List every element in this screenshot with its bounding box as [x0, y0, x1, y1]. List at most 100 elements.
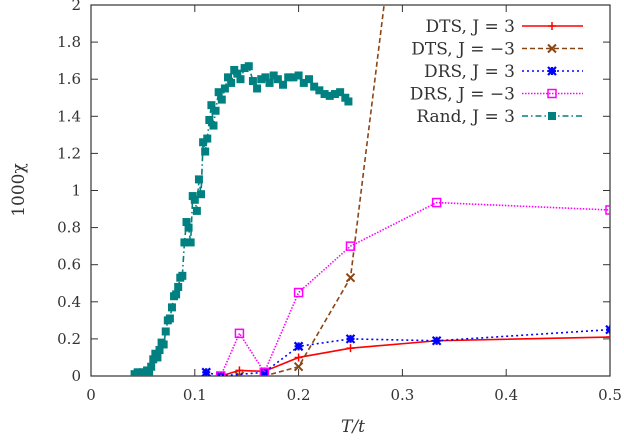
data-point [236, 75, 245, 84]
data-point [336, 88, 345, 97]
data-point [284, 73, 293, 82]
data-point [220, 84, 229, 93]
legend-marker [547, 88, 557, 99]
data-point [261, 73, 270, 82]
data-point [227, 78, 236, 87]
x-tick-label: 0.2 [287, 386, 311, 404]
series-line [239, 5, 385, 376]
data-point [253, 84, 262, 93]
data-point [279, 80, 288, 89]
data-point [233, 69, 242, 78]
data-point [431, 197, 442, 208]
legend-marker [548, 112, 556, 120]
data-point [216, 371, 226, 376]
data-point [203, 134, 212, 143]
y-tick-label: 0.4 [57, 293, 81, 311]
data-point [234, 328, 245, 339]
data-point [172, 290, 181, 299]
series-line [220, 201, 610, 376]
data-point [214, 88, 223, 97]
series-line [220, 336, 610, 376]
data-point [345, 272, 356, 283]
data-point [182, 218, 191, 227]
data-point [159, 340, 168, 349]
data-point [190, 195, 199, 204]
data-point [199, 138, 208, 147]
data-point [259, 367, 270, 376]
data-point [155, 346, 164, 355]
data-point [293, 287, 304, 298]
data-point [209, 121, 218, 130]
data-point [205, 116, 214, 125]
data-point [234, 371, 245, 376]
y-tick-label: 1.6 [57, 70, 81, 88]
data-point [201, 367, 211, 376]
legend-label: Rand, J = 3 [416, 107, 515, 127]
data-point [244, 62, 253, 71]
legend-label: DTS, J = 3 [426, 17, 516, 37]
data-point [165, 314, 174, 323]
legend-marker [547, 43, 557, 54]
y-tick-label: 0.6 [57, 256, 81, 274]
legend-label: DRS, J = −3 [410, 85, 515, 105]
data-point [265, 78, 274, 87]
data-point [240, 64, 249, 73]
legend-marker [547, 66, 557, 76]
data-point [248, 77, 257, 86]
x-axis-label: T/t [341, 417, 365, 437]
series-1 [234, 5, 385, 376]
y-tick-label: 1.4 [57, 107, 81, 125]
data-point [293, 341, 304, 352]
data-point [330, 90, 339, 99]
x-tick-label: 0.3 [390, 386, 414, 404]
data-point [304, 75, 313, 84]
data-point [605, 205, 610, 215]
data-point [310, 82, 319, 91]
data-point [289, 73, 298, 82]
data-point [161, 327, 170, 336]
legend-marker [548, 22, 556, 30]
y-tick-label: 0.2 [57, 330, 81, 348]
data-point [147, 362, 156, 371]
y-axis-label: 1000χ [9, 163, 29, 217]
data-point [293, 362, 304, 372]
data-point [145, 368, 154, 376]
data-point [345, 334, 356, 344]
x-tick-label: 0.4 [494, 386, 518, 404]
data-point [269, 71, 278, 80]
y-tick-label: 2 [71, 0, 81, 14]
data-point [192, 206, 201, 215]
data-point [320, 90, 329, 99]
data-point [207, 101, 216, 110]
data-point [325, 91, 334, 100]
data-point [211, 106, 220, 115]
x-tick-label: 0 [86, 386, 96, 404]
data-point [186, 238, 195, 247]
data-point [149, 355, 158, 364]
series-4 [130, 62, 353, 376]
data-point [167, 303, 176, 312]
y-tick-label: 0.8 [57, 219, 81, 237]
data-point [180, 238, 189, 247]
x-tick-label: 0.1 [183, 386, 207, 404]
data-point [184, 223, 193, 232]
data-point [273, 75, 282, 84]
legend-label: DRS, J = 3 [424, 62, 515, 82]
data-point [153, 353, 162, 362]
y-tick-label: 1.8 [57, 33, 81, 51]
data-point [346, 344, 355, 353]
series-3 [216, 197, 610, 376]
data-point [197, 190, 206, 199]
data-point [345, 241, 356, 251]
y-tick-label: 1 [71, 182, 81, 200]
data-point [235, 366, 244, 375]
series-0 [216, 333, 610, 376]
data-point [344, 97, 353, 106]
data-point [299, 78, 308, 87]
data-point [257, 75, 266, 84]
legend-label: DTS, J = −3 [411, 40, 515, 60]
y-tick-label: 0 [71, 367, 81, 385]
y-tick-label: 1.2 [57, 144, 81, 162]
data-point [606, 333, 610, 342]
